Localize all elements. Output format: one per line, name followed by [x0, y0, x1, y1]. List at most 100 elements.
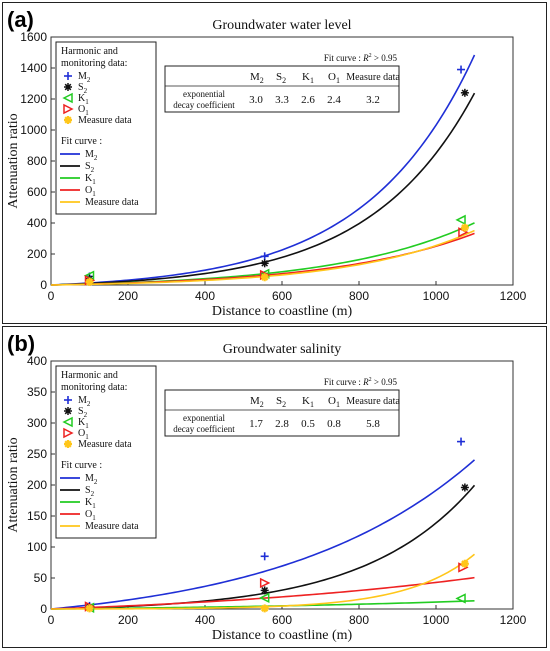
b-data-point-measure-data [460, 559, 469, 568]
b-legend-line-label: O1 [85, 509, 96, 522]
a-fit-table-header: Measure data [346, 72, 400, 83]
b-legend-marker-label: S2 [78, 406, 88, 419]
b-fit-table-header: K1 [302, 395, 314, 409]
b-legend-line-label: S2 [85, 485, 95, 498]
b-data-point-o1 [259, 577, 271, 589]
b-legend-box [55, 365, 157, 539]
a-fit-table-header: M2 [250, 71, 264, 85]
a-legend-heading-markers-line1: Harmonic and [61, 46, 118, 57]
a-data-point-s2 [260, 259, 269, 268]
b-fit-table-header: M2 [250, 395, 264, 409]
a-legend-marker-label: O1 [78, 104, 89, 117]
b-x-tick-label: 800 [349, 613, 369, 627]
a-fit-table-row-label-2: decay coefficient [173, 100, 235, 110]
b-y-tick-label: 50 [34, 571, 48, 585]
b-legend-marker-s2 [64, 407, 72, 415]
a-data-point-measure-data [460, 223, 469, 232]
b-legend-marker-label: M2 [78, 395, 91, 408]
a-fit-table-value: 2.4 [327, 94, 341, 106]
b-legend-line-label: M2 [85, 473, 98, 486]
b-data-point-k1 [455, 593, 466, 604]
b-y-tick-label: 100 [27, 540, 47, 554]
a-fit-table-header: K1 [302, 71, 314, 85]
b-legend-marker-label: K1 [78, 417, 89, 430]
a-data-point-m2 [457, 65, 466, 74]
b-panel-label: (b) [7, 331, 35, 356]
b-y-tick-label: 0 [40, 602, 47, 616]
b-legend-heading-markers-line2: monitoring data: [61, 382, 127, 393]
a-legend-line-label: O1 [85, 185, 96, 198]
a-legend-marker-k1 [62, 92, 73, 104]
a-fit-table-row-label-1: exponential [183, 89, 225, 99]
b-fit-table-value: 1.7 [249, 418, 263, 430]
b-fit-table [164, 389, 400, 437]
b-fit-table-header: O1 [328, 395, 340, 409]
b-data-point-measure-data [260, 604, 269, 613]
b-fit-table-row-label-1: exponential [183, 413, 225, 423]
a-fit-table-value: 3.2 [366, 94, 380, 106]
b-title: Groundwater salinity [223, 342, 342, 357]
a-fit-table [164, 65, 400, 113]
a-legend-marker-s2 [64, 83, 72, 91]
a-panel-label: (a) [7, 7, 34, 32]
a-y-tick-label: 600 [27, 185, 47, 199]
a-fit-table-value: 3.3 [275, 94, 289, 106]
a-data-point-measure-data [85, 277, 94, 286]
b-data-point-measure-data [85, 604, 94, 613]
a-fit-table-value: 3.0 [249, 94, 263, 106]
a-fit-note: Fit curve : R2 > 0.95 [324, 53, 398, 63]
a-legend-marker-label: M2 [78, 71, 91, 84]
a-y-tick-label: 800 [27, 154, 47, 168]
b-y-tick-label: 300 [27, 416, 47, 430]
b-y-tick-label: 150 [27, 509, 47, 523]
b-y-axis-label: Attenuation ratio [6, 437, 21, 532]
panel-b: (b) Groundwater salinity 0 200 400 600 800 1000… [2, 326, 547, 648]
a-legend-marker-label: S2 [78, 82, 88, 95]
a-x-axis-label: Distance to coastline (m) [212, 304, 353, 319]
b-fit-table-header: S2 [276, 395, 286, 409]
b-fit-curve-m2 [50, 459, 476, 610]
b-fit-table-value: 0.8 [327, 418, 341, 430]
b-x-tick-label: 0 [48, 613, 55, 627]
a-fit-table-value: 2.6 [301, 94, 315, 106]
b-y-tick-label: 400 [27, 354, 47, 368]
a-fit-table-header: S2 [276, 71, 286, 85]
a-data-point-k1 [455, 214, 466, 226]
b-legend-marker-label: O1 [78, 428, 89, 441]
b-legend-marker-o1 [63, 427, 74, 439]
a-legend-heading-curves: Fit curve : [61, 136, 102, 147]
a-data-point-m2 [260, 252, 269, 261]
a-data-point-measure-data [260, 273, 269, 282]
b-x-tick-label: 400 [195, 613, 215, 627]
a-x-tick-label: 1000 [423, 289, 450, 303]
b-x-tick-label: 1200 [500, 613, 527, 627]
a-x-tick-label: 600 [272, 289, 292, 303]
a-legend-line-label: K1 [85, 173, 96, 186]
a-y-tick-label: 1400 [20, 61, 47, 75]
b-legend-line-label: Measure data [85, 521, 139, 532]
b-legend-heading-markers-line1: Harmonic and [61, 370, 118, 381]
a-legend-line-label: S2 [85, 161, 95, 174]
b-data-point-s2 [460, 483, 469, 492]
a-data-point-s2 [460, 88, 469, 97]
a-y-tick-label: 200 [27, 247, 47, 261]
a-x-tick-label: 1200 [500, 289, 527, 303]
b-data-point-m2 [260, 552, 269, 561]
a-y-tick-label: 0 [40, 278, 47, 292]
a-y-tick-label: 1600 [20, 30, 47, 44]
a-legend-marker-label: Measure data [78, 115, 132, 126]
b-fit-table-value: 2.8 [275, 418, 289, 430]
b-x-tick-label: 200 [118, 613, 138, 627]
b-data-point-m2 [457, 437, 466, 446]
a-x-tick-label: 400 [195, 289, 215, 303]
a-legend-line-label: Measure data [85, 197, 139, 208]
b-fit-table-row-label-2: decay coefficient [173, 424, 235, 434]
a-legend-marker-m2 [64, 72, 72, 80]
b-fit-table-value: 5.8 [366, 418, 380, 430]
a-y-tick-label: 1000 [20, 123, 47, 137]
panel-a: (a) Groundwater water level 0 200 400 600 800 1… [2, 2, 547, 324]
a-y-tick-label: 1200 [20, 92, 47, 106]
a-legend-marker-measure-data [64, 116, 72, 124]
a-legend-heading-markers-line2: monitoring data: [61, 58, 127, 69]
